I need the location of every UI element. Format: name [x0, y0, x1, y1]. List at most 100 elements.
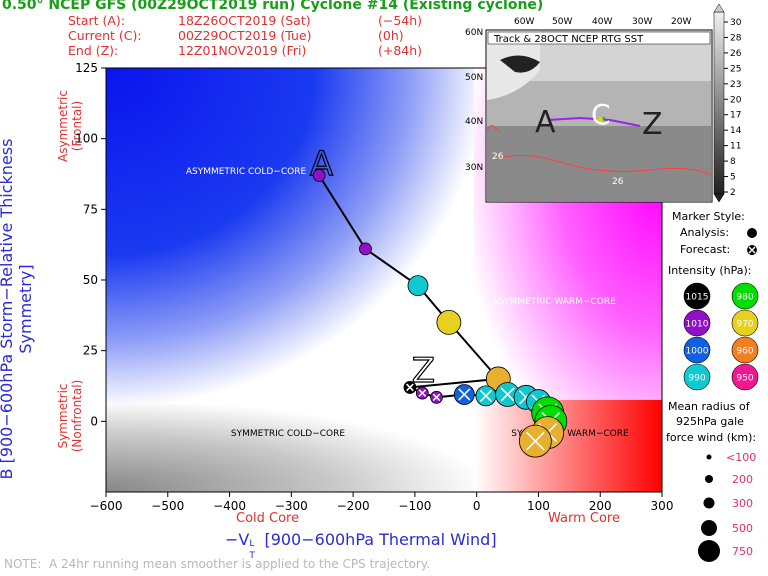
x-right-note: Warm Core: [548, 511, 620, 526]
current-time: 00Z29OCT2019 (Tue): [178, 28, 312, 43]
intensity-label: 970: [736, 320, 753, 330]
track-letter-c: C: [591, 98, 611, 131]
radius-title: 925hPa gale: [676, 415, 744, 428]
track-letter-z: Z: [642, 107, 663, 142]
asymmetric-cold-region: [106, 68, 474, 404]
colorbar-tick-label: 28: [730, 33, 742, 43]
radius-label: <100: [726, 451, 757, 464]
y-tick-label: 125: [75, 61, 98, 75]
lon-label: 30W: [632, 17, 652, 27]
quadrant-label-sym-warm: SYMMETRIC WARM−CORE: [511, 429, 629, 439]
y-tick-label: 100: [75, 132, 98, 146]
intensity-swatch: 1000: [683, 336, 711, 364]
footnote: NOTE: A 24hr running mean smoother is ap…: [4, 557, 431, 571]
lon-label: 20W: [671, 17, 691, 27]
x-tick-label: −300: [275, 499, 308, 513]
forecast-point: [430, 390, 443, 404]
sst-track-map: 26 26 Track & 28OCT NCEP RTG SST A C Z 6…: [465, 17, 713, 203]
current-offset: (0h): [378, 28, 404, 43]
forecast-point: [495, 382, 520, 407]
intensity-swatch: 950: [731, 363, 759, 391]
x-tick-label: 300: [651, 499, 674, 513]
forecast-label: Forecast:: [680, 243, 731, 256]
intensity-label: 980: [736, 293, 753, 303]
forecast-point: [453, 384, 475, 405]
radius-label: 750: [732, 545, 753, 558]
intensity-label: 990: [688, 374, 705, 384]
colorbar-tick-label: 20: [730, 95, 742, 105]
intensity-label: 950: [736, 374, 753, 384]
x-axis-label-rest: [900−600hPa Thermal Wind]: [259, 530, 497, 549]
intensity-swatch: 990: [683, 363, 711, 391]
sst-contour-26: [494, 154, 712, 176]
intensity-label: 960: [736, 347, 753, 357]
radius-marker-icon: [701, 520, 717, 536]
radius-label: 500: [732, 522, 753, 535]
sst-colorbar: 30 28 26 25 23 20 17 14 11 8 5 2: [713, 3, 742, 203]
x-tick-label: −100: [398, 499, 431, 513]
forecast-point: [415, 386, 429, 400]
x-axis-label-sub: T: [249, 551, 255, 561]
analysis-label: Analysis:: [680, 226, 730, 239]
current-label: Current (C):: [68, 28, 142, 43]
intensity-swatch: 980: [731, 282, 759, 310]
lat-label: 30N: [465, 163, 483, 173]
forecast-point: [475, 385, 497, 407]
contour-label: 26: [612, 177, 624, 187]
x-tick-label: 200: [589, 499, 612, 513]
symmetric-warm-region: [474, 400, 662, 492]
end-label: End (Z):: [68, 43, 119, 58]
intensity-title: Intensity (hPa):: [668, 264, 752, 277]
coastline: [500, 55, 540, 73]
x-axis-label: −V L T [900−600hPa Thermal Wind]: [225, 530, 497, 561]
chart-title: 0.50° NCEP GFS (00Z29OCT2019 run) Cyclon…: [2, 0, 544, 13]
quadrant-label-asym-warm: ASYMMETRIC WARM−CORE: [492, 297, 616, 307]
y-tick-label: 50: [83, 273, 98, 287]
lon-label: 40W: [592, 17, 612, 27]
analysis-point: [436, 309, 462, 335]
analysis-point: [359, 242, 372, 256]
colorbar-tick-label: 11: [730, 142, 741, 152]
forecast-point: [518, 424, 552, 458]
y-tick-label: 75: [83, 202, 98, 216]
intensity-swatch: 1010: [683, 309, 711, 337]
colorbar-tick-label: 5: [730, 173, 736, 183]
colorbar-tick-label: 30: [730, 18, 742, 28]
start-label: Start (A):: [68, 13, 126, 28]
x-tick-label: −200: [337, 499, 370, 513]
lon-label: 60W: [514, 17, 534, 27]
intensity-swatch: 1015: [683, 282, 711, 310]
radius-marker-icon: [703, 497, 715, 509]
x-tick-label: −500: [151, 499, 184, 513]
radius-marker-icon: [705, 475, 713, 483]
map-title: Track & 28OCT NCEP RTG SST: [493, 34, 644, 45]
start-offset: (−54h): [378, 13, 423, 28]
x-tick-label: −400: [213, 499, 246, 513]
intensity-label: 1015: [686, 293, 709, 303]
marker-style-title: Marker Style:: [672, 210, 745, 223]
end-time: 12Z01NOV2019 (Fri): [178, 43, 307, 58]
quadrant-label-asym-cold: ASYMMETRIC COLD−CORE: [186, 167, 307, 177]
x-tick-label: 100: [527, 499, 550, 513]
intensity-swatch: 970: [731, 309, 759, 337]
lat-label: 50N: [465, 73, 483, 83]
lat-label: 40N: [465, 117, 483, 127]
x-axis-label-main: −V: [225, 530, 250, 549]
colorbar-tick-label: 23: [730, 80, 741, 90]
lat-label: 60N: [465, 28, 483, 38]
quadrant-label-sym-cold: SYMMETRIC COLD−CORE: [231, 429, 345, 439]
current-position-marker: [597, 117, 603, 123]
intensity-label: 1000: [686, 347, 709, 357]
radius-title: force wind (km):: [666, 431, 757, 444]
radius-title: Mean radius of: [668, 400, 750, 413]
radius-marker-icon: [698, 540, 720, 562]
colorbar-tick-label: 8: [730, 157, 736, 167]
forecast-point: [403, 381, 417, 394]
radius-marker-icon: [706, 454, 712, 460]
analysis-point: [407, 275, 429, 297]
radius-label: 200: [732, 473, 753, 486]
x-axis-label-sup: L: [249, 539, 255, 549]
colorbar-tick-label: 14: [730, 126, 742, 136]
colorbar-tick-label: 26: [730, 49, 742, 59]
